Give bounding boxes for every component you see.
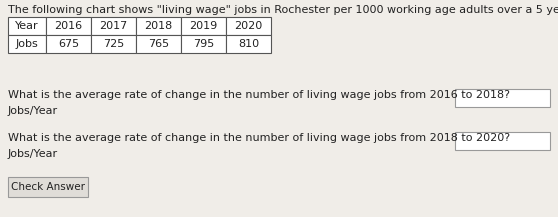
Bar (91, 35, 136, 53)
Text: Year: Year (15, 21, 39, 31)
Text: 675: 675 (58, 39, 79, 49)
Bar (46, 17, 91, 35)
Text: 2019: 2019 (189, 21, 218, 31)
Bar (181, 17, 226, 35)
Text: 2020: 2020 (234, 21, 263, 31)
Text: 795: 795 (193, 39, 214, 49)
Text: 2016: 2016 (55, 21, 83, 31)
Text: What is the average rate of change in the number of living wage jobs from 2018 t: What is the average rate of change in th… (8, 133, 510, 143)
Bar (455, 132, 550, 150)
Bar (226, 17, 271, 35)
Bar (455, 89, 550, 107)
Bar (226, 35, 271, 53)
Bar (8, 17, 46, 35)
Bar (136, 35, 181, 53)
Text: 765: 765 (148, 39, 169, 49)
Text: What is the average rate of change in the number of living wage jobs from 2016 t: What is the average rate of change in th… (8, 90, 510, 100)
Text: 2018: 2018 (145, 21, 172, 31)
Bar (46, 35, 91, 53)
Text: Jobs/Year: Jobs/Year (8, 149, 58, 159)
Text: 810: 810 (238, 39, 259, 49)
Bar (8, 177, 88, 197)
Bar (181, 35, 226, 53)
Text: 2017: 2017 (99, 21, 128, 31)
Bar (8, 35, 46, 53)
Text: Jobs/Year: Jobs/Year (8, 106, 58, 116)
Text: 725: 725 (103, 39, 124, 49)
Bar (91, 17, 136, 35)
Bar (136, 17, 181, 35)
Text: The following chart shows "living wage" jobs in Rochester per 1000 working age a: The following chart shows "living wage" … (8, 5, 558, 15)
Text: Check Answer: Check Answer (11, 182, 85, 192)
Text: Jobs: Jobs (16, 39, 39, 49)
